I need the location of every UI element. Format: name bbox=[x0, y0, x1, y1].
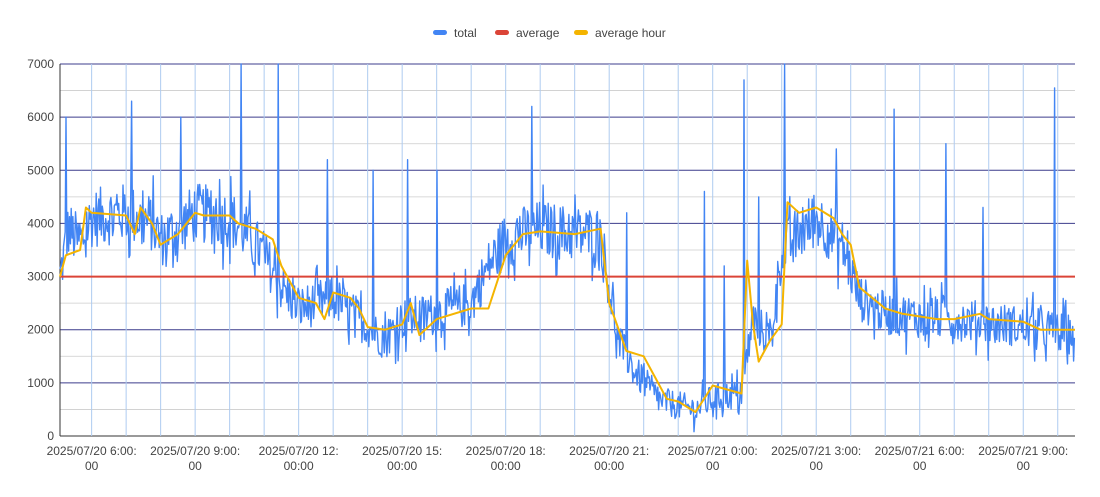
legend: total average average hour bbox=[433, 26, 666, 40]
x-tick-label: 00 bbox=[85, 459, 99, 473]
x-tick-label: 2025/07/20 21: bbox=[569, 444, 649, 458]
legend-swatch-average bbox=[495, 30, 509, 35]
legend-item-average[interactable]: average bbox=[495, 26, 560, 40]
x-tick-label: 2025/07/20 12: bbox=[259, 444, 339, 458]
x-tick-label: 2025/07/20 18: bbox=[466, 444, 546, 458]
y-tick-label: 3000 bbox=[27, 270, 54, 284]
plot-area bbox=[59, 63, 1076, 433]
x-tick-label: 2025/07/21 3:00: bbox=[771, 444, 861, 458]
legend-swatch-total bbox=[433, 30, 447, 35]
y-tick-label: 7000 bbox=[27, 57, 54, 71]
x-tick-label: 2025/07/21 6:00: bbox=[875, 444, 965, 458]
x-tick-label: 00 bbox=[706, 459, 720, 473]
grid bbox=[59, 63, 1075, 437]
legend-item-total[interactable]: total bbox=[433, 26, 477, 40]
legend-label-average-hour: average hour bbox=[595, 26, 666, 40]
legend-label-total: total bbox=[454, 26, 477, 40]
legend-swatch-average-hour bbox=[574, 30, 588, 35]
series-total-line bbox=[59, 63, 1076, 433]
y-tick-label: 1000 bbox=[27, 376, 54, 390]
y-tick-label: 6000 bbox=[27, 110, 54, 124]
x-tick-label: 00 bbox=[1017, 459, 1031, 473]
x-tick-label: 00:00 bbox=[594, 459, 624, 473]
x-tick-label: 2025/07/20 15: bbox=[362, 444, 442, 458]
legend-label-average: average bbox=[516, 26, 560, 40]
x-tick-label: 00 bbox=[913, 459, 927, 473]
y-tick-label: 0 bbox=[47, 429, 54, 443]
x-tick-label: 2025/07/21 0:00: bbox=[668, 444, 758, 458]
x-tick-label: 00:00 bbox=[387, 459, 417, 473]
y-tick-label: 5000 bbox=[27, 163, 54, 177]
x-tick-label: 2025/07/21 9:00: bbox=[978, 444, 1068, 458]
legend-item-average-hour[interactable]: average hour bbox=[574, 26, 666, 40]
x-tick-label: 00 bbox=[188, 459, 202, 473]
y-tick-label: 2000 bbox=[27, 323, 54, 337]
x-tick-label: 00:00 bbox=[491, 459, 521, 473]
y-axis: 0 1000 2000 3000 4000 5000 6000 7000 bbox=[27, 57, 54, 443]
x-tick-label: 2025/07/20 6:00: bbox=[47, 444, 137, 458]
x-tick-label: 00 bbox=[810, 459, 824, 473]
x-tick-label: 00:00 bbox=[284, 459, 314, 473]
series-average-hour-line bbox=[59, 201, 1075, 414]
y-tick-label: 4000 bbox=[27, 216, 54, 230]
x-tick-label: 2025/07/20 9:00: bbox=[150, 444, 240, 458]
